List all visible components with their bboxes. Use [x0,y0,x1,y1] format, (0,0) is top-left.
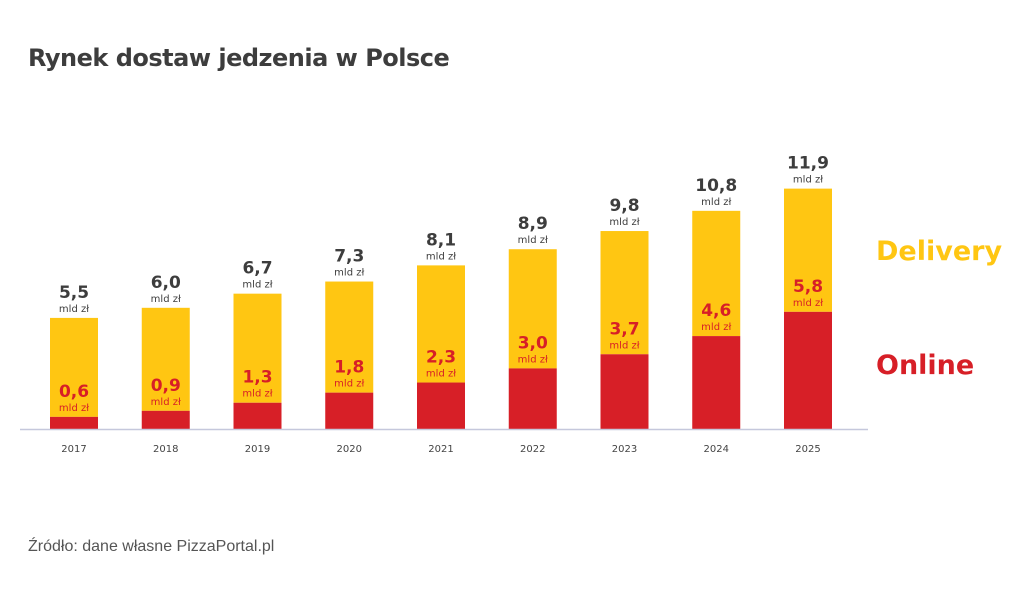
total-unit-label-2025: mld zł [793,175,823,186]
bar-delivery-2017 [50,317,98,417]
total-value-label-2020: 7,3 [334,247,364,267]
bar-delivery-2021 [417,265,465,383]
total-value-label-2019: 6,7 [242,259,272,279]
total-value-label-2024: 10,8 [695,176,737,196]
total-unit-label-2018: mld zł [151,294,181,305]
online-value-label-2024: 4,6 [701,301,731,321]
online-value-label-2020: 1,8 [334,358,364,378]
online-unit-label-2018: mld zł [151,397,181,408]
online-value-label-2019: 1,3 [242,368,272,388]
total-unit-label-2024: mld zł [701,197,731,208]
bar-delivery-2023 [600,231,649,355]
total-unit-label-2019: mld zł [242,280,272,291]
online-unit-label-2025: mld zł [793,298,823,309]
bar-online-2025 [784,311,832,429]
total-unit-label-2021: mld zł [426,251,456,262]
total-value-label-2018: 6,0 [151,273,181,293]
bar-online-2017 [50,416,98,429]
x-tick-label-2023: 2023 [612,444,637,455]
x-tick-label-2022: 2022 [520,444,545,455]
legend-delivery: Delivery [876,236,1003,267]
x-tick-label-2021: 2021 [428,444,453,455]
total-value-label-2021: 8,1 [426,230,456,250]
online-value-label-2023: 3,7 [609,319,639,339]
total-value-label-2017: 5,5 [59,283,89,303]
bar-online-2019 [233,402,282,429]
x-tick-label-2019: 2019 [245,444,270,455]
bar-online-2020 [325,392,374,429]
bar-delivery-2024 [692,210,741,337]
source-note: Źródło: dane własne PizzaPortal.pl [28,538,275,555]
total-value-label-2022: 8,9 [518,214,548,234]
online-value-label-2017: 0,6 [59,382,89,402]
bar-online-2024 [692,336,741,429]
x-tick-label-2024: 2024 [704,444,729,455]
total-unit-label-2023: mld zł [609,217,639,228]
online-value-label-2018: 0,9 [151,376,181,396]
bar-delivery-2019 [233,293,282,403]
online-value-label-2021: 2,3 [426,348,456,368]
online-unit-label-2017: mld zł [59,403,89,414]
bar-online-2023 [600,354,649,429]
x-tick-label-2017: 2017 [61,444,86,455]
online-unit-label-2023: mld zł [609,340,639,351]
bar-online-2018 [141,410,190,429]
online-unit-label-2020: mld zł [334,379,364,390]
bar-delivery-2018 [141,307,190,411]
bar-delivery-2025 [784,188,832,312]
total-unit-label-2017: mld zł [59,304,89,315]
bar-delivery-2022 [508,249,557,369]
bar-online-2022 [508,368,557,429]
online-value-label-2022: 3,0 [518,333,548,353]
online-unit-label-2019: mld zł [242,389,272,400]
bar-online-2021 [417,382,465,429]
x-tick-label-2020: 2020 [337,444,362,455]
x-tick-label-2018: 2018 [153,444,178,455]
total-value-label-2025: 11,9 [787,154,829,174]
x-tick-label-2025: 2025 [795,444,820,455]
total-unit-label-2020: mld zł [334,268,364,279]
online-value-label-2025: 5,8 [793,277,823,297]
bars-group [50,188,832,429]
total-unit-label-2022: mld zł [518,235,548,246]
total-value-label-2023: 9,8 [609,196,639,216]
bar-delivery-2020 [325,281,374,393]
chart-title: Rynek dostaw jedzenia w Polsce [28,44,450,72]
legend-online: Online [876,350,975,381]
online-unit-label-2021: mld zł [426,369,456,380]
online-unit-label-2024: mld zł [701,322,731,333]
online-unit-label-2022: mld zł [518,354,548,365]
